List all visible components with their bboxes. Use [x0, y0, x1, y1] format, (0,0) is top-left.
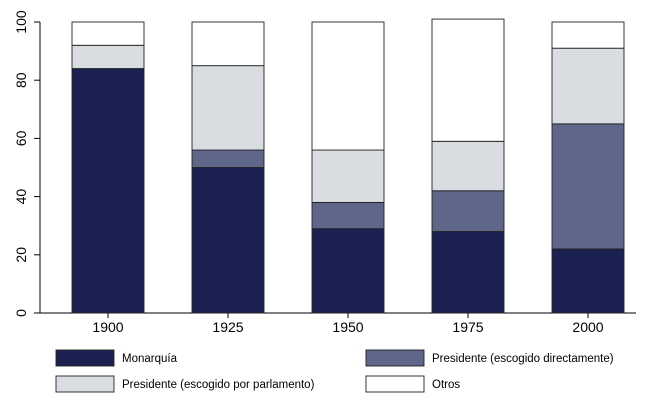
x-tick-label-1925: 1925 — [212, 319, 243, 335]
legend-label: Otros — [432, 379, 460, 391]
bar-otros-1975 — [431, 18, 505, 142]
bar-presidente-escogido-por-parlamento-1900 — [71, 44, 145, 70]
legend-item-monarquia: Monarquía — [55, 349, 178, 367]
legend-swatch — [55, 349, 115, 367]
legend-label: Monarquía — [122, 353, 178, 365]
bar-presidente-escogido-por-parlamento-1975 — [431, 140, 505, 192]
bar-otros-1950 — [311, 21, 385, 151]
legend-swatch — [55, 375, 115, 393]
legend-swatch — [365, 375, 425, 393]
bar-otros-1925 — [191, 21, 265, 67]
legend-item-presidente-escogido-directamente: Presidente (escogido directamente) — [365, 349, 614, 367]
bar-presidente-escogido-por-parlamento-1925 — [191, 65, 265, 151]
x-tick-label-1975: 1975 — [452, 319, 483, 335]
legend-item-otros: Otros — [365, 375, 460, 393]
y-tick-label: 80 — [13, 72, 29, 88]
y-tick-label: 100 — [13, 10, 29, 34]
legend: Monarquía Presidente (escogido directamen… — [55, 349, 614, 393]
y-tick-label: 0 — [13, 309, 29, 317]
bar-otros-1900 — [71, 21, 145, 46]
x-tick-label-2000: 2000 — [572, 319, 603, 335]
y-axis: 0 20 40 60 80 100 — [13, 10, 41, 317]
bar-presidente-escogido-directamente-1975 — [431, 190, 505, 232]
x-tick-label-1900: 1900 — [92, 319, 123, 335]
x-tick-label-1950: 1950 — [332, 319, 363, 335]
bar-monarquia-1900 — [71, 68, 145, 314]
bar-presidente-escogido-directamente-2000 — [551, 123, 625, 250]
bar-otros-2000 — [551, 21, 625, 49]
bar-monarquia-1950 — [311, 228, 385, 314]
y-tick-label: 20 — [13, 247, 29, 263]
bar-presidente-escogido-por-parlamento-2000 — [551, 47, 625, 125]
bar-monarquia-1925 — [191, 167, 265, 314]
bar-presidente-escogido-directamente-1925 — [191, 149, 265, 168]
bar-presidente-escogido-por-parlamento-1950 — [311, 149, 385, 203]
legend-item-presidente-escogido-por-parlamento: Presidente (escogido por parlamento) — [55, 375, 315, 393]
bar-monarquia-2000 — [551, 248, 625, 314]
y-tick-label: 40 — [13, 189, 29, 205]
legend-swatch — [365, 349, 425, 367]
legend-label: Presidente (escogido directamente) — [432, 353, 614, 365]
bar-presidente-escogido-directamente-1950 — [311, 201, 385, 230]
y-tick-label: 60 — [13, 130, 29, 146]
bar-monarquia-1975 — [431, 231, 505, 314]
x-axis: 1900 1925 1950 1975 2000 — [40, 312, 636, 335]
bars — [71, 18, 625, 314]
legend-label: Presidente (escogido por parlamento) — [122, 379, 315, 391]
